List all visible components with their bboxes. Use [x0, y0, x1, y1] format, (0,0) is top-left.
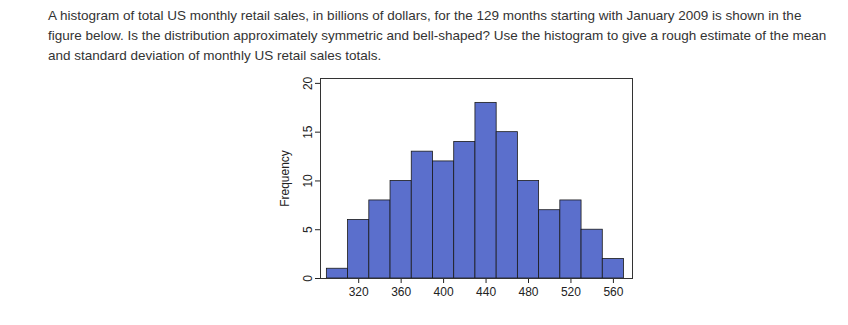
svg-text:320: 320	[349, 285, 369, 299]
svg-text:0: 0	[301, 275, 315, 282]
svg-text:520: 520	[561, 285, 581, 299]
svg-text:480: 480	[518, 285, 538, 299]
svg-text:10: 10	[301, 174, 315, 188]
svg-text:20: 20	[301, 76, 315, 90]
svg-text:15: 15	[301, 125, 315, 139]
html-text:A histogram of total US monthl: A histogram of total US monthly retail s…	[48, 8, 827, 63]
svg-text:560: 560	[603, 285, 623, 299]
svg-text:400: 400	[434, 285, 454, 299]
svg-text:5: 5	[301, 226, 315, 233]
svg-text:440: 440	[476, 285, 496, 299]
svg-text:360: 360	[391, 285, 411, 299]
svg-text:Frequency: Frequency	[278, 150, 292, 207]
